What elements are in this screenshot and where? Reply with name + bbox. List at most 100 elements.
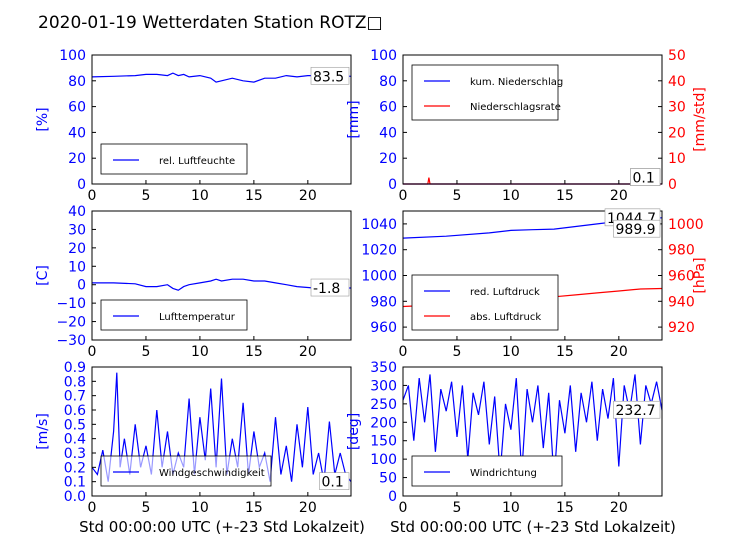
y-tick-label: 40 xyxy=(68,204,86,220)
y2-tick-label: 50 xyxy=(668,48,686,64)
legend-label: Windgeschwindigkeit xyxy=(159,468,265,479)
y-tick-label: −10 xyxy=(56,296,86,312)
y2-tick-label: 960 xyxy=(668,269,695,285)
last-value-label: 0.1 xyxy=(322,475,344,491)
panel-3: 0 5 10 15 20 −30 −20 −10 0 10 20 30 40 [C] Lufttempera… xyxy=(35,204,352,360)
y-tick-label: 0.4 xyxy=(64,432,86,448)
x-tick-label: 5 xyxy=(452,188,461,204)
y-tick-label: 30 xyxy=(68,222,86,238)
y-tick-label: 0 xyxy=(388,177,397,193)
last-value-label-box xyxy=(613,400,661,419)
y-tick-label: 0 xyxy=(77,278,86,294)
x-tick-label: 15 xyxy=(556,500,574,516)
last-value-label-box xyxy=(310,278,350,297)
y-tick-label: 40 xyxy=(379,125,397,141)
y-axis-label: [mm] xyxy=(346,100,362,138)
y-tick-label: 100 xyxy=(370,452,397,468)
x-tick-label: 5 xyxy=(141,188,150,204)
x-tick-label: 20 xyxy=(610,188,628,204)
y-axis-label: [deg] xyxy=(346,413,362,450)
x-tick-label: 10 xyxy=(191,344,209,360)
legend-label: Lufttemperatur xyxy=(159,312,236,323)
y2-axis-label: [mm/std] xyxy=(692,87,708,152)
y2-tick-label: 10 xyxy=(668,151,686,167)
y-tick-label: −20 xyxy=(56,315,86,331)
x-tick-label: 5 xyxy=(452,500,461,516)
series-line-2 xyxy=(403,177,662,185)
y2-tick-label: 920 xyxy=(668,320,695,336)
y2-tick-label: 30 xyxy=(668,100,686,116)
y-tick-label: 350 xyxy=(370,360,397,376)
y-tick-label: −30 xyxy=(56,333,86,349)
y2-tick-label: 40 xyxy=(668,74,686,90)
y-tick-label: 0.6 xyxy=(64,403,86,419)
y-tick-label: 20 xyxy=(68,241,86,257)
x-tick-label: 10 xyxy=(191,500,209,516)
x-tick-label: 15 xyxy=(245,344,263,360)
y-tick-label: 0.1 xyxy=(64,475,86,491)
y-tick-label: 60 xyxy=(379,100,397,116)
y-tick-label: 60 xyxy=(68,100,86,116)
last-value-label-2-box xyxy=(613,219,661,238)
legend: Windrichtung xyxy=(411,455,563,487)
last-value-label: -1.8 xyxy=(313,281,340,297)
x-tick-label: 0 xyxy=(399,500,408,516)
y-axis-label: [%] xyxy=(35,107,51,131)
x-tick-label: 0 xyxy=(88,500,97,516)
legend-label: Niederschlagsrate xyxy=(470,102,561,113)
x-tick-label: 10 xyxy=(502,344,520,360)
legend-label: abs. Luftdruck xyxy=(470,312,541,323)
panel-1: 0 5 10 15 20 0 20 40 60 80 100 [%] rel. Luftfeuchte 8… xyxy=(35,48,352,204)
y-tick-label: 960 xyxy=(370,320,397,336)
legend-label: kum. Niederschlag xyxy=(470,77,563,88)
x-tick-label: 5 xyxy=(141,500,150,516)
series-line-1 xyxy=(91,72,352,83)
y2-tick-label: 980 xyxy=(668,243,695,259)
x-tick-label: 20 xyxy=(299,188,317,204)
y-tick-label: 100 xyxy=(59,48,86,64)
y-tick-label: 150 xyxy=(370,434,397,450)
x-tick-label: 0 xyxy=(399,188,408,204)
last-value-label-2-box xyxy=(630,168,661,186)
legend-box xyxy=(100,143,248,175)
x-tick-label: 20 xyxy=(299,500,317,516)
y-tick-label: 1000 xyxy=(361,269,397,285)
x-tick-label: 5 xyxy=(141,344,150,360)
y-tick-label: 10 xyxy=(68,259,86,275)
y-tick-label: 100 xyxy=(370,48,397,64)
series-line-1 xyxy=(92,278,351,291)
panel-2: 0 5 10 15 20 0 20 40 60 80 100 0 10 20 30 40 50 [mm] [mm/s… xyxy=(346,48,708,204)
y-tick-label: 0 xyxy=(77,177,86,193)
y-tick-label: 1020 xyxy=(361,243,397,259)
x-tick-label: 20 xyxy=(610,500,628,516)
y-tick-label: 250 xyxy=(370,397,397,413)
y-tick-label: 300 xyxy=(370,378,397,394)
legend: Windgeschwindigkeit xyxy=(100,455,272,487)
x-axis-label-right: Std 00:00:00 UTC (+-23 Std Lokalzeit) xyxy=(390,518,676,536)
x-tick-label: 10 xyxy=(502,500,520,516)
x-tick-label: 0 xyxy=(88,188,97,204)
y-tick-label: 980 xyxy=(370,294,397,310)
legend-box xyxy=(411,64,559,121)
x-tick-label: 5 xyxy=(452,344,461,360)
y2-axis-label: [hPa] xyxy=(692,257,708,293)
y-axis-label: [C] xyxy=(35,265,51,286)
y-tick-label: 40 xyxy=(68,125,86,141)
legend-box xyxy=(411,455,563,487)
y-tick-label: 80 xyxy=(68,74,86,90)
y-tick-label: 0 xyxy=(388,489,397,505)
y-tick-label: 0.7 xyxy=(64,389,86,405)
y-tick-label: 20 xyxy=(379,151,397,167)
plot-frame xyxy=(91,54,352,185)
y-tick-label: 200 xyxy=(370,415,397,431)
legend-label: rel. Luftfeuchte xyxy=(159,156,235,167)
legend: Lufttemperatur xyxy=(100,299,248,331)
legend-box xyxy=(411,274,559,331)
y-tick-label: 0.5 xyxy=(64,417,86,433)
plot-frame xyxy=(91,366,352,497)
legend: red. Luftdruck abs. Luftdruck xyxy=(411,274,559,331)
y2-tick-label: 0 xyxy=(668,177,677,193)
x-tick-label: 0 xyxy=(399,344,408,360)
panel-6: 0 5 10 15 20050100150200250300350[deg]Windri… xyxy=(346,360,663,516)
